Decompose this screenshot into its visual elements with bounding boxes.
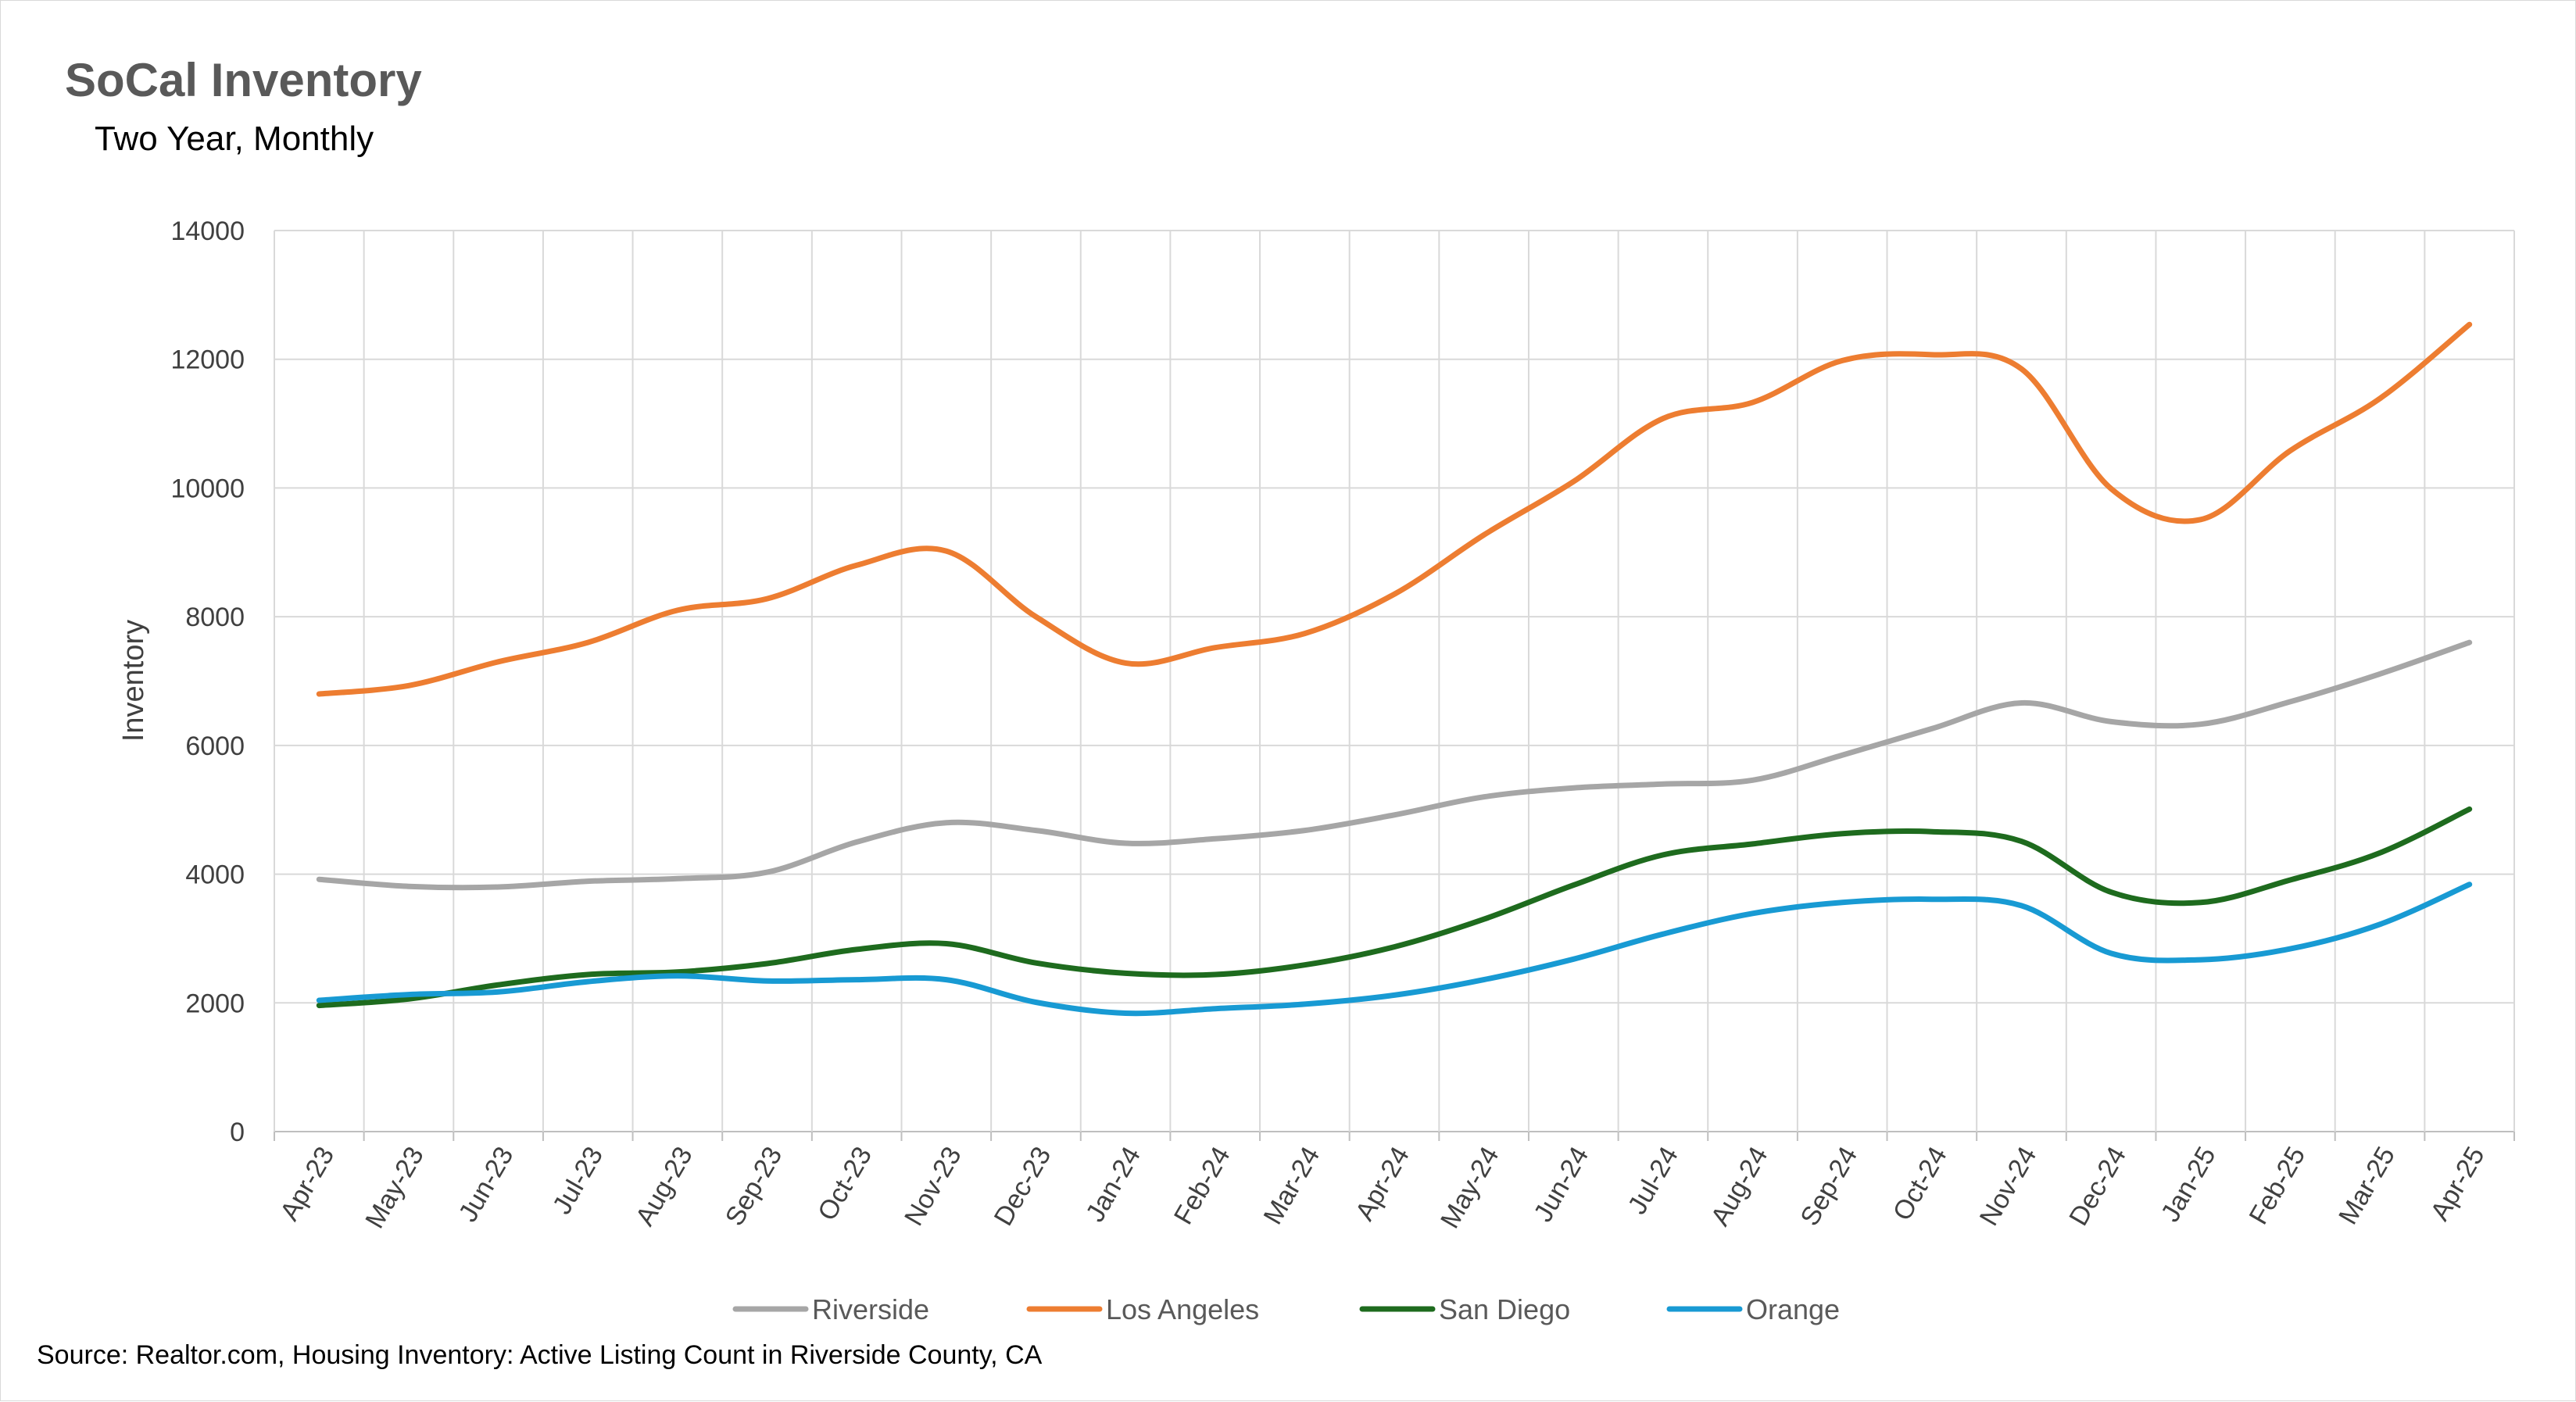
- x-tick-label: Feb-25: [2244, 1142, 2312, 1229]
- legend-label-orange: Orange: [1746, 1293, 1840, 1325]
- x-tick-label: Apr-25: [2425, 1142, 2491, 1225]
- chart-subtitle: Two Year, Monthly: [95, 120, 374, 158]
- series-line-san-diego: [316, 806, 2473, 1009]
- x-tick-label: Sep-23: [720, 1142, 789, 1231]
- x-tick-label: Mar-25: [2333, 1142, 2401, 1229]
- x-tick-label: Dec-24: [2063, 1142, 2132, 1231]
- gridlines: [274, 230, 2515, 1141]
- x-tick-label: Jan-25: [2156, 1142, 2222, 1227]
- x-tick-label: Nov-24: [1974, 1142, 2043, 1231]
- source-note: Source: Realtor.com, Housing Inventory: …: [37, 1340, 1043, 1370]
- x-axis-ticks: Apr-23 May-23 Jun-23 Jul-23 Aug-23 Sep-23 Oct-…: [274, 1142, 2490, 1233]
- chart-title: SoCal Inventory: [65, 54, 422, 106]
- y-tick-label: 6000: [185, 731, 245, 761]
- x-tick-label: Jul-24: [1623, 1142, 1684, 1219]
- series-line-riverside: [316, 639, 2473, 891]
- legend: Riverside Los Angeles San Diego Orange: [732, 1293, 1840, 1325]
- x-tick-label: Oct-23: [812, 1142, 878, 1225]
- x-tick-label: Jun-23: [453, 1142, 520, 1227]
- x-tick-label: Aug-24: [1705, 1142, 1774, 1231]
- y-tick-label: 12000: [170, 345, 245, 375]
- legend-label-san-diego: San Diego: [1439, 1293, 1570, 1325]
- y-axis-ticks: 0 2000 4000 6000 8000 10000 12000 14000: [170, 216, 245, 1147]
- x-tick-label: Jun-24: [1528, 1142, 1594, 1227]
- x-tick-label: Apr-24: [1350, 1142, 1415, 1225]
- x-tick-label: Sep-24: [1794, 1142, 1863, 1231]
- x-tick-label: Nov-23: [899, 1142, 968, 1231]
- x-tick-label: May-23: [360, 1142, 430, 1233]
- y-tick-label: 10000: [170, 474, 245, 503]
- y-tick-label: 14000: [170, 216, 245, 246]
- legend-label-riverside: Riverside: [812, 1293, 929, 1325]
- y-tick-label: 2000: [185, 989, 245, 1018]
- x-tick-label: Oct-24: [1887, 1142, 1953, 1225]
- series-lines: [316, 321, 2473, 1017]
- legend-label-los-angeles: Los Angeles: [1106, 1293, 1259, 1325]
- x-tick-label: Feb-24: [1168, 1142, 1236, 1229]
- y-tick-label: 0: [230, 1118, 245, 1147]
- x-tick-label: Apr-23: [274, 1142, 340, 1225]
- x-tick-label: Mar-24: [1258, 1142, 1326, 1229]
- x-tick-label: Jul-23: [547, 1142, 609, 1219]
- y-axis-label: Inventory: [117, 620, 150, 742]
- x-tick-label: Aug-23: [630, 1142, 699, 1231]
- x-tick-label: Dec-23: [989, 1142, 1057, 1231]
- x-tick-label: May-24: [1435, 1142, 1505, 1233]
- y-tick-label: 8000: [185, 603, 245, 632]
- x-tick-label: Jan-24: [1080, 1142, 1147, 1227]
- series-line-orange: [316, 882, 2473, 1017]
- y-tick-label: 4000: [185, 860, 245, 890]
- series-line-los-angeles: [316, 321, 2473, 697]
